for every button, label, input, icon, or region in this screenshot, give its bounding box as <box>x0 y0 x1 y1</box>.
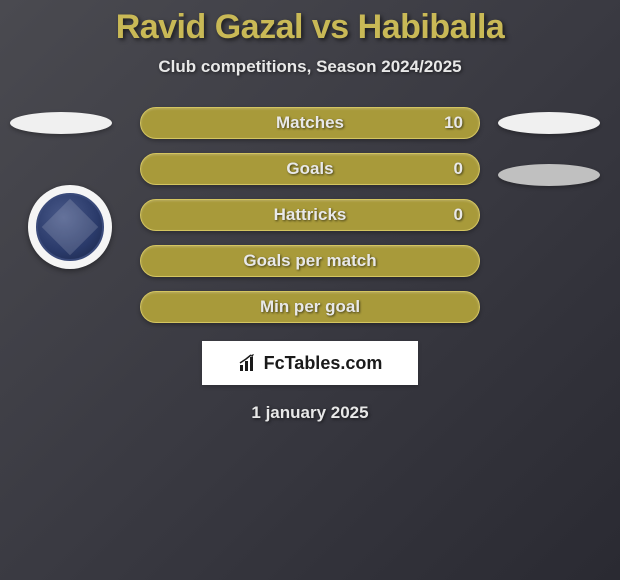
stats-column: Matches 10 Goals 0 Hattricks 0 Goals per… <box>140 107 480 323</box>
stat-value: 0 <box>454 159 463 179</box>
stat-label: Hattricks <box>274 205 347 225</box>
right-placeholder-ellipse-1 <box>498 112 600 134</box>
infographic-container: Ravid Gazal vs Habiballa Club competitio… <box>0 0 620 423</box>
stat-bar-goals: Goals 0 <box>140 153 480 185</box>
stat-label: Goals <box>286 159 333 179</box>
stat-bar-min-per-goal: Min per goal <box>140 291 480 323</box>
stat-label: Min per goal <box>260 297 360 317</box>
fctables-logo: FcTables.com <box>202 341 418 385</box>
stat-value: 0 <box>454 205 463 225</box>
stat-bar-hattricks: Hattricks 0 <box>140 199 480 231</box>
page-subtitle: Club competitions, Season 2024/2025 <box>158 57 461 77</box>
right-placeholder-ellipse-2 <box>498 164 600 186</box>
stat-label: Matches <box>276 113 344 133</box>
date-text: 1 january 2025 <box>251 403 368 423</box>
stats-area: Matches 10 Goals 0 Hattricks 0 Goals per… <box>0 107 620 323</box>
stat-value: 10 <box>444 113 463 133</box>
team-badge <box>28 185 112 269</box>
chart-icon <box>238 353 258 373</box>
logo-text: FcTables.com <box>264 353 383 374</box>
left-placeholder-ellipse <box>10 112 112 134</box>
page-title: Ravid Gazal vs Habiballa <box>116 8 505 47</box>
stat-bar-matches: Matches 10 <box>140 107 480 139</box>
team-badge-inner <box>36 193 104 261</box>
stat-label: Goals per match <box>243 251 376 271</box>
stat-bar-goals-per-match: Goals per match <box>140 245 480 277</box>
